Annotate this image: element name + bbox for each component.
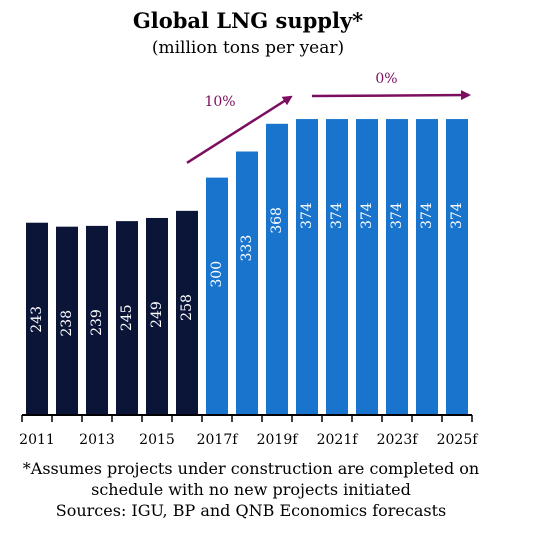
bar-label-2011: 243 xyxy=(29,306,45,333)
bars-group xyxy=(26,119,468,415)
x-tick-labels-group: 2011 2013 2015 2017f 2019f 2021f 2023f 2025f xyxy=(19,432,479,448)
growth-annotations: 10% 0% xyxy=(186,71,471,164)
x-tick-label-2023f: 2023f xyxy=(377,432,420,448)
bar-label-2024f: 374 xyxy=(419,202,435,229)
bar-2018f xyxy=(236,151,258,415)
bar-label-2012: 238 xyxy=(59,310,75,337)
growth-label-1: 10% xyxy=(204,94,235,110)
bar-2015 xyxy=(146,217,168,415)
bar-2025f xyxy=(446,119,468,415)
bar-2013 xyxy=(86,225,108,415)
footnote: *Assumes projects under construction are… xyxy=(23,459,479,520)
bar-2021f xyxy=(326,119,348,415)
bar-label-2020f: 374 xyxy=(299,202,315,229)
bar-2019f xyxy=(266,123,288,415)
footnote-line-1: *Assumes projects under construction are… xyxy=(23,459,479,478)
bar-label-2018f: 333 xyxy=(239,235,255,262)
x-tick-label-2019f: 2019f xyxy=(257,432,300,448)
bar-label-2025f: 374 xyxy=(449,202,465,229)
footnote-line-2: schedule with no new projects initiated xyxy=(91,480,411,499)
x-ticks-group xyxy=(21,415,473,422)
bar-2014 xyxy=(116,221,138,415)
bar-label-2015: 249 xyxy=(149,301,165,328)
chart-subtitle: (million tons per year) xyxy=(152,38,344,58)
bar-label-2014: 245 xyxy=(119,304,135,331)
bar-2011 xyxy=(26,222,48,415)
bar-2012 xyxy=(56,226,78,415)
bar-2022f xyxy=(356,119,378,415)
growth-label-2: 0% xyxy=(375,71,397,87)
footnote-line-3: Sources: IGU, BP and QNB Economics forec… xyxy=(56,501,446,520)
x-tick-label-2025f: 2025f xyxy=(437,432,480,448)
bar-label-2022f: 374 xyxy=(359,202,375,229)
bar-label-2013: 239 xyxy=(89,309,105,336)
bar-label-2017f: 300 xyxy=(209,261,225,288)
x-tick-label-2013: 2013 xyxy=(79,432,115,448)
x-tick-label-2015: 2015 xyxy=(139,432,175,448)
bar-2020f xyxy=(296,119,318,415)
bar-label-2023f: 374 xyxy=(389,202,405,229)
bar-2024f xyxy=(416,119,438,415)
growth-arrow-1 xyxy=(186,95,293,164)
x-tick-label-2017f: 2017f xyxy=(197,432,240,448)
bar-labels-group: 243 238 239 245 249 258 300 333 368 374 374 374 374 3… xyxy=(29,202,465,336)
x-tick-label-2011: 2011 xyxy=(19,432,55,448)
bar-label-2019f: 368 xyxy=(269,207,285,234)
bar-label-2016: 258 xyxy=(179,294,195,321)
bar-2017f xyxy=(206,177,228,415)
chart-title: Global LNG supply* xyxy=(133,8,363,33)
growth-arrow-2 xyxy=(311,90,471,101)
bar-2023f xyxy=(386,119,408,415)
bar-2016 xyxy=(176,210,198,415)
x-tick-label-2021f: 2021f xyxy=(317,432,360,448)
bar-label-2021f: 374 xyxy=(329,202,345,229)
